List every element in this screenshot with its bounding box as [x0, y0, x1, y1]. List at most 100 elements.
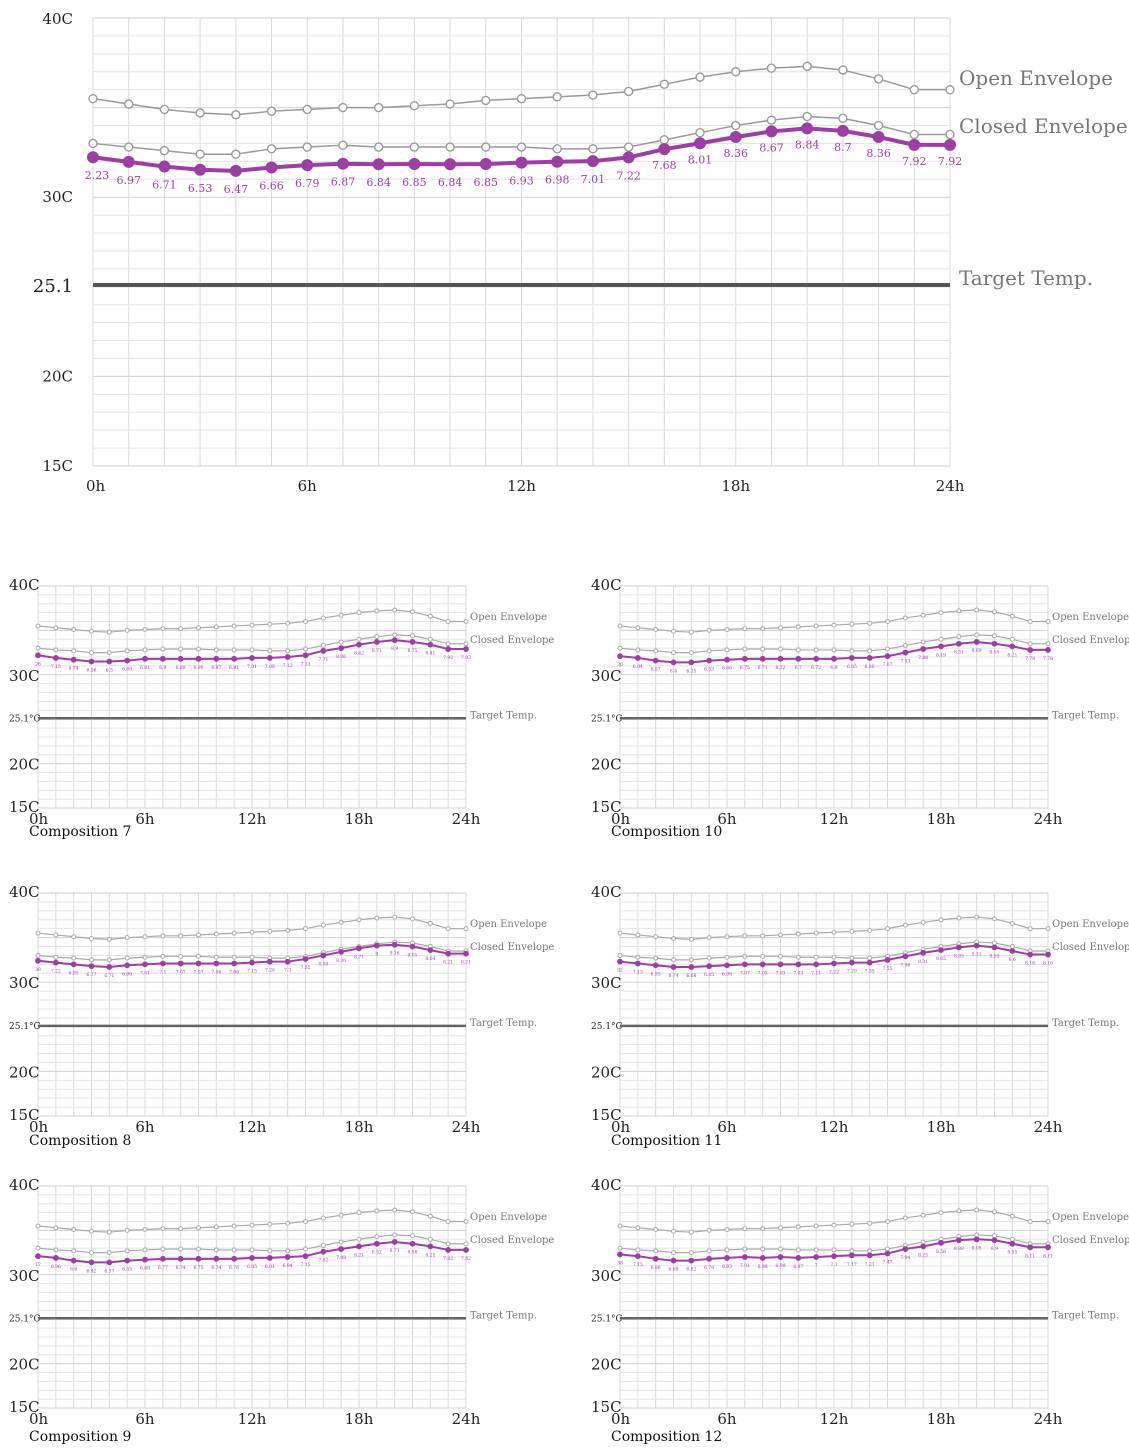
series-composition: [617, 942, 1051, 970]
data-point: [974, 607, 980, 613]
data-point: [231, 110, 241, 120]
data-point: [249, 647, 255, 653]
data-point: [71, 1248, 77, 1254]
data-point: [89, 650, 94, 656]
data-point: [706, 627, 712, 633]
series-open-envelope: [88, 61, 955, 120]
data-point: [124, 99, 134, 109]
data-point: [178, 1246, 184, 1252]
data-point: [231, 647, 237, 653]
data-point: [391, 1239, 398, 1245]
data-point: [671, 1228, 676, 1234]
x-tick-label: 12h: [820, 1118, 849, 1136]
data-label: 7.53: [900, 659, 910, 665]
data-point: [795, 1247, 801, 1253]
data-point: [1009, 948, 1016, 954]
data-label: 7.06: [211, 969, 221, 975]
x-tick-label: 0h: [86, 477, 106, 495]
data-point: [53, 954, 59, 960]
data-point: [688, 936, 694, 942]
data-point: [695, 127, 705, 138]
series-open-envelope: [617, 914, 1051, 942]
data-point: [463, 646, 469, 652]
series-label: Open Envelope: [470, 612, 547, 623]
data-point: [338, 639, 344, 645]
data-point: [427, 1243, 434, 1250]
y-tick-label: 25.1°C: [9, 714, 41, 724]
data-point: [35, 623, 41, 629]
data-label: 6.60: [122, 667, 132, 673]
y-tick-label: 30C: [591, 667, 622, 685]
data-point: [867, 1248, 873, 1254]
data-point: [285, 1248, 291, 1254]
data-point: [653, 1248, 659, 1254]
data-point: [249, 929, 255, 935]
series-composition: [35, 637, 469, 665]
data-point: [706, 935, 712, 941]
data-point: [249, 954, 255, 960]
data-point: [338, 645, 345, 652]
data-point: [617, 1223, 623, 1229]
data-point: [802, 61, 812, 72]
data-point: [392, 1232, 398, 1238]
x-tick-label: 24h: [452, 1118, 481, 1136]
data-point: [178, 953, 184, 959]
data-point: [231, 954, 237, 960]
data-point: [659, 79, 670, 90]
y-tick-label: 30C: [42, 188, 73, 206]
y-tick-label: 15C: [9, 798, 40, 816]
data-point: [320, 1215, 326, 1221]
data-point: [706, 1248, 712, 1254]
data-point: [1009, 1236, 1015, 1242]
data-point: [992, 1209, 997, 1215]
data-label: 7.17: [847, 1261, 857, 1267]
chart-caption: Composition 9: [29, 1429, 131, 1445]
data-point: [973, 942, 980, 949]
data-label: 6.86: [651, 1265, 661, 1271]
data-label: 17: [35, 1262, 41, 1268]
data-label: 6.6: [70, 1267, 77, 1273]
data-point: [831, 1247, 837, 1253]
data-point: [760, 1226, 766, 1232]
data-label: 6.79: [704, 1265, 714, 1271]
chart-main: 15C 20C 25.1 30C 40C 0h 6h 12h 18h 24h Target Temp…: [33, 10, 1128, 495]
data-point: [849, 1221, 855, 1227]
data-point: [266, 106, 277, 116]
data-point: [409, 142, 420, 152]
series-label: Closed Envelope: [470, 1235, 554, 1246]
data-point: [427, 1236, 433, 1242]
data-label: 8.58: [936, 1249, 946, 1255]
data-point: [760, 933, 766, 939]
data-point: [813, 1247, 819, 1253]
data-point: [724, 934, 730, 940]
data-point: [213, 647, 219, 653]
data-point: [338, 612, 344, 618]
data-point: [795, 1224, 801, 1230]
data-label: 7.1: [159, 969, 166, 975]
data-point: [938, 1239, 944, 1246]
data-point: [724, 954, 730, 960]
data-label: 7.71: [318, 657, 328, 663]
data-point: [724, 656, 730, 663]
data-point: [909, 129, 919, 140]
data-point: [945, 84, 955, 95]
data-point: [302, 104, 312, 115]
data-label: 7.92: [938, 155, 963, 168]
series-label: Closed Envelope: [1052, 942, 1129, 953]
data-label: 7.12: [283, 663, 293, 669]
data-label: 6.91: [265, 1264, 275, 1270]
x-tick-label: 6h: [135, 810, 155, 828]
data-label: 7.15: [633, 1262, 643, 1268]
data-label: 7.01: [247, 664, 257, 670]
data-point: [706, 963, 713, 970]
data-point: [373, 942, 380, 949]
series-composition: [35, 941, 469, 970]
data-label: 8.36: [724, 147, 749, 160]
data-point: [160, 1246, 166, 1252]
data-label: 8.67: [759, 141, 784, 154]
data-point: [106, 1259, 113, 1266]
data-point: [445, 926, 451, 932]
data-point: [813, 930, 819, 936]
data-label: 7.03: [793, 970, 803, 976]
